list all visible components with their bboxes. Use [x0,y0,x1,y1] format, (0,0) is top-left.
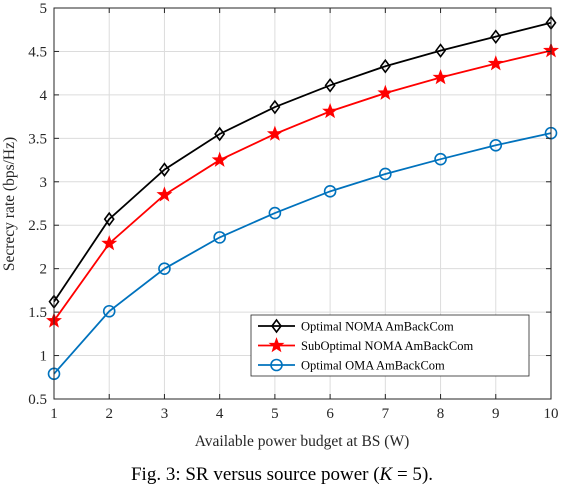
legend-entry-1: Optimal NOMA AmBackCom [258,318,454,334]
figure-caption: Fig. 3: SR versus source power (K = 5). [0,464,564,486]
y-tick-label: 5 [40,1,48,17]
y-tick-label: 2 [40,262,48,278]
plot-frame [53,7,552,400]
series-line [53,132,552,375]
y-axis-label: Secrecy rate (bps/Hz) [1,137,18,271]
data-point [322,103,339,119]
y-tick-label: 4 [40,88,48,104]
data-point [379,58,391,74]
legend-box [250,314,530,377]
data-point [156,186,173,202]
data-point [211,151,228,167]
series-2 [46,42,559,328]
y-tick-label: 1.5 [28,305,47,321]
y-tick-label: 0.5 [28,392,47,408]
data-point [489,138,503,152]
x-tick-label: 10 [544,406,559,422]
legend-marker [271,318,282,334]
x-tick-label: 5 [271,406,279,422]
x-tick-label: 4 [216,406,224,422]
data-point [379,167,392,181]
tick-labels: 1 2 3 4 5 6 7 8 9 100.511.522.533.544.55 [28,1,558,422]
chart: 1 2 3 4 5 6 7 8 9 100.511.522.533.544.55 Availabl… [1,1,559,450]
x-tick-label: 7 [382,406,390,422]
legend-label: Optimal OMA AmBackCom [301,359,445,373]
series-line [53,21,552,303]
y-tick-label: 4.5 [28,44,47,60]
data-point [324,77,336,93]
caption-prefix: Fig. 3: SR versus source power ( [130,464,380,485]
data-point [213,231,226,244]
legend-marker [268,337,285,353]
data-point [102,304,116,318]
legend-label: Optimal NOMA AmBackCom [301,320,454,334]
x-tick-label: 2 [105,406,113,422]
data-point [268,206,282,220]
x-tick-label: 1 [50,406,58,422]
data-point [103,211,115,227]
data-point [323,185,337,198]
series-layer [46,15,559,381]
x-tick-label: 8 [437,406,445,422]
series-line [53,49,552,322]
data-point [490,29,502,45]
caption-variable: K [379,464,393,485]
data-point [158,162,170,177]
x-tick-label: 6 [326,406,334,422]
x-axis-label: Available power budget at BS (W) [195,433,410,450]
legend-entry-3: Optimal OMA AmBackCom [258,359,445,373]
data-point [214,126,226,142]
data-point [434,152,447,166]
x-tick-label: 3 [161,406,169,422]
data-point [158,262,171,275]
legend-entry-2: SubOptimal NOMA AmBackCom [258,337,474,353]
x-tick-label: 9 [492,406,500,422]
legend-marker [270,358,283,372]
data-point [432,69,449,85]
data-point [266,125,283,141]
data-point [377,84,394,100]
caption-suffix: ). [421,464,434,485]
legend-label: SubOptimal NOMA AmBackCom [301,339,474,353]
data-point [269,99,281,115]
data-point [435,43,447,58]
y-tick-label: 3 [40,175,48,191]
data-point [101,235,118,251]
caption-equals: = 5 [392,464,422,485]
y-tick-label: 2.5 [28,218,47,234]
legend: Optimal NOMA AmBackCom SubOptimal NOMA Am… [250,314,530,377]
y-tick-label: 1 [40,349,48,365]
y-tick-label: 3.5 [28,131,47,147]
ticks [53,7,552,400]
data-point [487,55,504,71]
